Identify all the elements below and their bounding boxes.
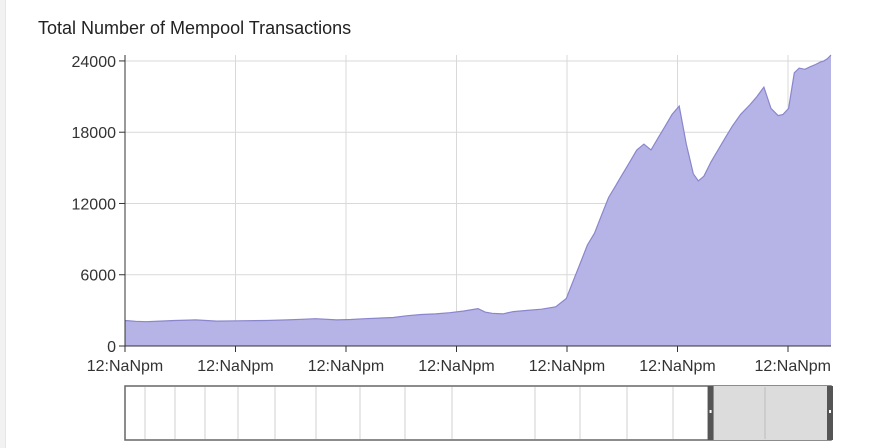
y-tick-label: 18000 [72,125,117,142]
y-tick-label: 12000 [72,196,117,213]
range-navigator [124,385,833,441]
area-fill [125,55,831,346]
x-tick-label: 12:NaNpm [87,358,163,375]
y-tick-label: 6000 [80,268,116,285]
panel-edge [0,0,6,448]
x-axis-ticks: 12:NaNpm 12:NaNpm 12:NaNpm 12:NaNpm 12:NaNpm… [87,346,831,375]
y-axis-ticks: 0 6000 12000 18000 24000 [72,54,125,356]
chart-title: Total Number of Mempool Transactions [38,18,352,38]
y-tick-label: 24000 [72,54,117,71]
area-series [124,54,832,346]
area-line [124,54,832,323]
x-tick-label: 12:NaNpm [755,358,831,375]
navigator-window[interactable] [709,386,831,440]
x-tick-label: 12:NaNpm [639,358,715,375]
handle-grip [829,410,831,413]
handle-grip [709,410,712,413]
x-tick-label: 12:NaNpm [418,358,494,375]
x-tick-label: 12:NaNpm [308,358,384,375]
axes [124,55,831,347]
y-tick-label: 0 [107,339,116,356]
x-tick-label: 12:NaNpm [197,358,273,375]
x-tick-label: 12:NaNpm [529,358,605,375]
